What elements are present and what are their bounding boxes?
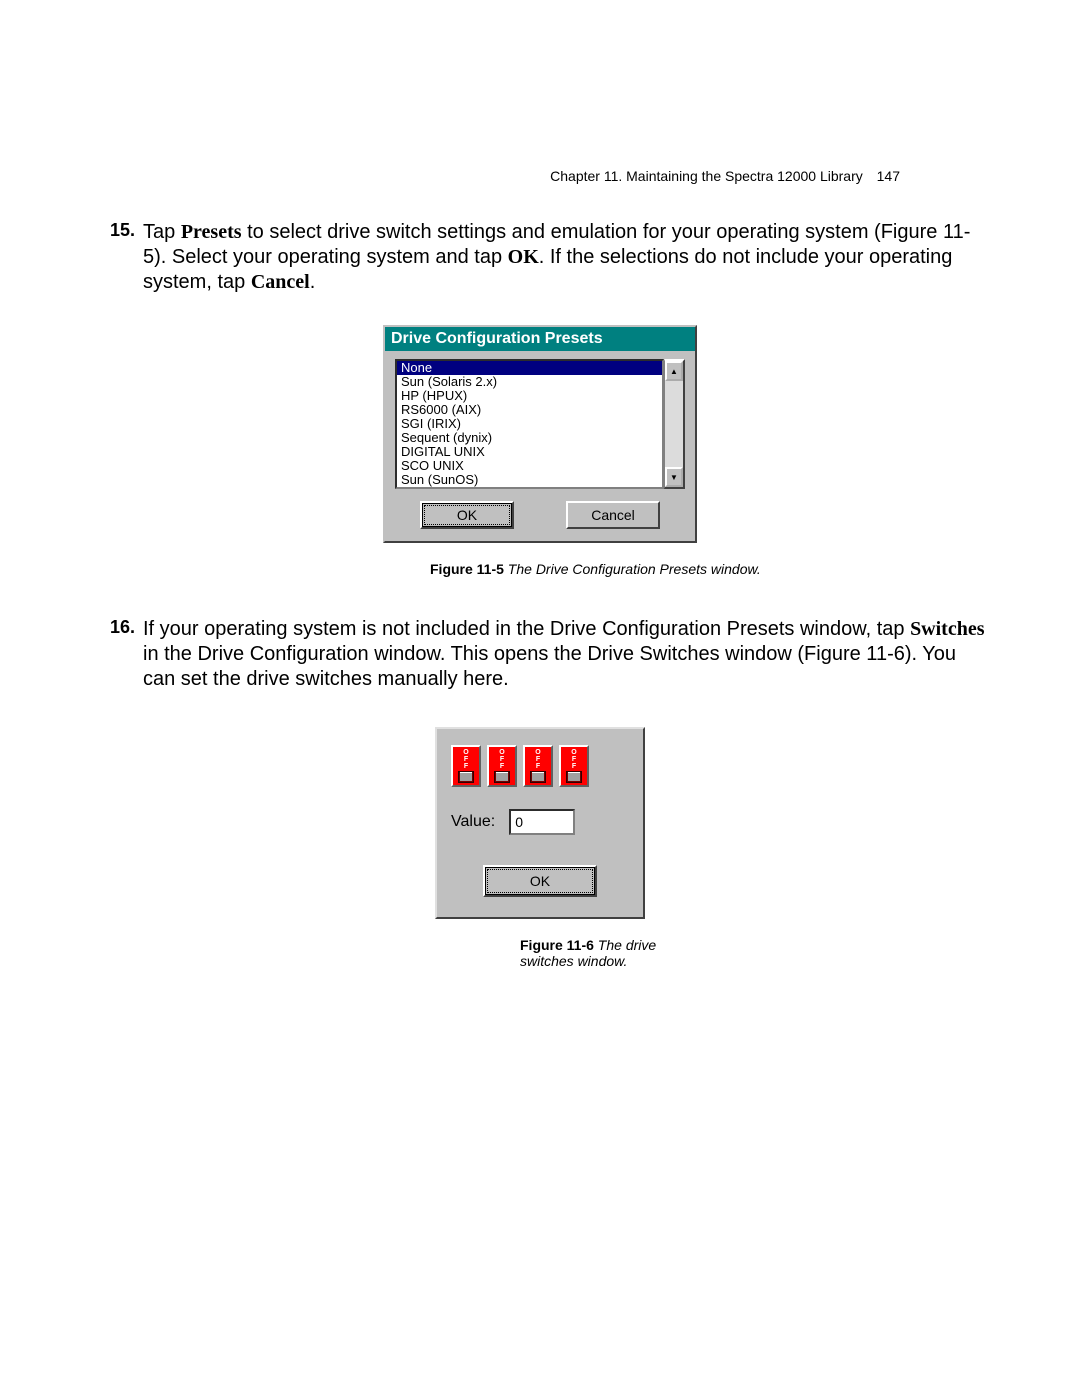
dip-slot (566, 771, 582, 783)
preset-item[interactable]: Sun (Solaris 2.x) (397, 375, 662, 389)
step-15-text-4: . (310, 271, 316, 293)
switches-term: Switches (910, 618, 984, 640)
dip-switch-row: OFF OFF OFF OFF (451, 745, 629, 787)
preset-item[interactable]: HP (HPUX) (397, 389, 662, 403)
figure-11-5-caption: Figure 11-5 The Drive Configuration Pres… (430, 561, 870, 577)
preset-item[interactable]: Sun (SunOS) (397, 473, 662, 487)
page: Chapter 11. Maintaining the Spectra 1200… (0, 0, 1080, 1397)
figure-11-5: Drive Configuration Presets NoneSun (Sol… (90, 325, 990, 543)
dip-switch[interactable]: OFF (523, 745, 553, 787)
step-16-body: If your operating system is not included… (143, 617, 990, 692)
preset-item[interactable]: SGI (IRIX) (397, 417, 662, 431)
preset-item[interactable]: None (397, 361, 662, 375)
dip-label: OFF (499, 749, 504, 770)
preset-scrollbar[interactable]: ▲ ▼ (664, 359, 685, 489)
scroll-track[interactable] (665, 381, 683, 467)
header-text: Chapter 11. Maintaining the Spectra 1200… (550, 168, 863, 184)
value-input[interactable]: 0 (509, 809, 575, 835)
step-15: 15. Tap Presets to select drive switch s… (90, 220, 990, 295)
scroll-up-button[interactable]: ▲ (665, 361, 683, 381)
dip-knob (460, 772, 472, 781)
caption-label: Figure 11-5 (430, 561, 504, 577)
dip-knob (568, 772, 580, 781)
figure-11-6-caption: Figure 11-6 The drive switches window. (520, 937, 700, 969)
value-row: Value: 0 (451, 809, 629, 835)
preset-item[interactable]: Sequent (dynix) (397, 431, 662, 445)
preset-item[interactable]: SCO UNIX (397, 459, 662, 473)
dip-slot (530, 771, 546, 783)
dip-switch[interactable]: OFF (451, 745, 481, 787)
switches-ok-button[interactable]: OK (483, 865, 597, 897)
preset-listbox[interactable]: NoneSun (Solaris 2.x)HP (HPUX)RS6000 (AI… (395, 359, 664, 489)
step-16-text: If your operating system is not included… (143, 618, 910, 640)
dip-knob (532, 772, 544, 781)
step-15-text: Tap (143, 221, 181, 243)
preset-list-area: NoneSun (Solaris 2.x)HP (HPUX)RS6000 (AI… (395, 359, 685, 489)
ok-button[interactable]: OK (420, 501, 514, 529)
caption-text: The Drive Configuration Presets window. (504, 561, 761, 577)
preset-item[interactable]: RS6000 (AIX) (397, 403, 662, 417)
running-header: Chapter 11. Maintaining the Spectra 1200… (550, 168, 900, 184)
step-16-text-2: in the Drive Configuration window. This … (143, 643, 956, 690)
step-15-body: Tap Presets to select drive switch setti… (143, 220, 990, 295)
ok-term: OK (508, 246, 539, 268)
presets-term: Presets (181, 221, 242, 243)
step-16-number: 16. (90, 617, 143, 692)
dialog-title: Drive Configuration Presets (385, 327, 695, 351)
ok-row: OK (451, 865, 629, 897)
dip-slot (458, 771, 474, 783)
step-16: 16. If your operating system is not incl… (90, 617, 990, 692)
cancel-term: Cancel (251, 271, 310, 293)
figure-11-6: OFF OFF OFF OFF Value: 0 OK (90, 727, 990, 919)
step-15-number: 15. (90, 220, 143, 295)
cancel-button[interactable]: Cancel (566, 501, 660, 529)
preset-item[interactable]: DIGITAL UNIX (397, 445, 662, 459)
dip-switch[interactable]: OFF (559, 745, 589, 787)
dialog-button-row: OK Cancel (385, 495, 695, 541)
page-number: 147 (877, 168, 900, 184)
caption2-label: Figure 11-6 (520, 937, 594, 953)
scroll-down-button[interactable]: ▼ (665, 467, 683, 487)
dip-label: OFF (463, 749, 468, 770)
dip-label: OFF (571, 749, 576, 770)
dip-knob (496, 772, 508, 781)
drive-config-presets-dialog: Drive Configuration Presets NoneSun (Sol… (383, 325, 697, 543)
dip-switch[interactable]: OFF (487, 745, 517, 787)
dip-slot (494, 771, 510, 783)
value-label: Value: (451, 813, 495, 831)
dip-label: OFF (535, 749, 540, 770)
drive-switches-dialog: OFF OFF OFF OFF Value: 0 OK (435, 727, 645, 919)
